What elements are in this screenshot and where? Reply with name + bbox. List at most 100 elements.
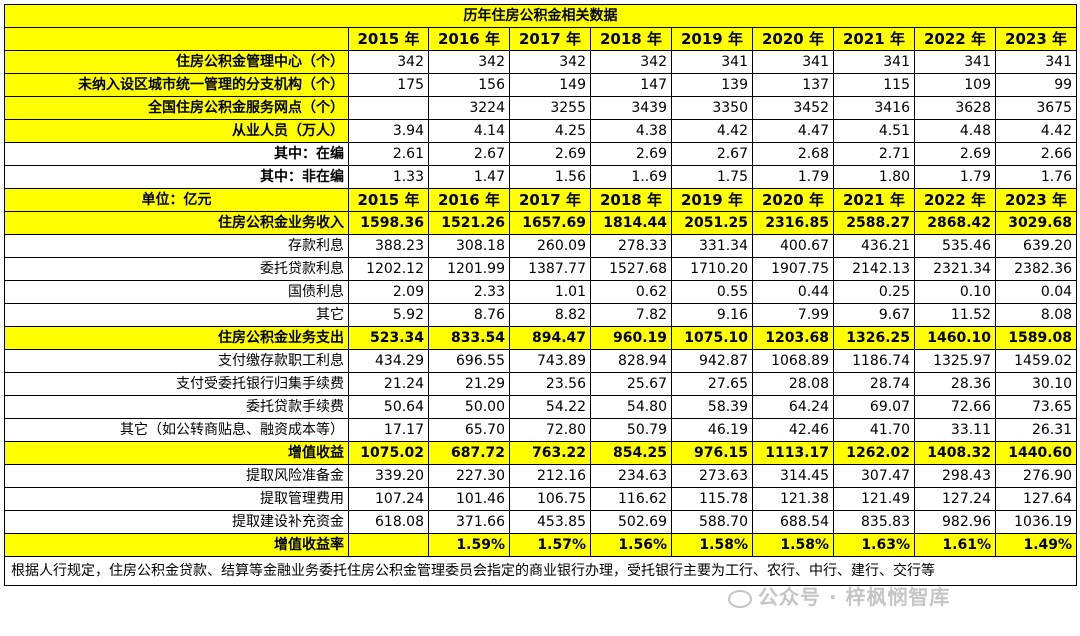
- row-label: 未纳入设区城市统一管理的分支机构（个）: [4, 73, 349, 97]
- value-cell: 50.64: [348, 395, 429, 419]
- value-cell: 3628: [914, 96, 996, 120]
- table-body: 历年住房公积金相关数据 2015 年 2016 年 2017 年 2018 年 2019…: [3, 4, 1078, 586]
- value-cell: 1075.10: [671, 326, 753, 350]
- value-cell: 639.20: [994, 234, 1078, 258]
- value-cell: 2.67: [671, 142, 753, 166]
- value-cell: 2.68: [752, 142, 834, 166]
- table-row: 全国住房公积金服务网点（个） 3224 3255 3439 3350 3452 3416 36…: [4, 96, 1078, 120]
- value-cell: 0.55: [671, 280, 753, 304]
- value-cell: 4.42: [671, 119, 753, 143]
- value-cell: 11.52: [914, 303, 996, 327]
- value-cell: 342: [428, 50, 510, 74]
- value-cell: 1527.68: [590, 257, 672, 281]
- year-header-cell: 2016 年: [428, 188, 510, 212]
- table-row: 支付缴存款职工利息 434.29 696.55 743.89 828.94 942.87 1…: [4, 349, 1078, 373]
- value-cell: 8.08: [994, 303, 1078, 327]
- value-cell: 1325.97: [914, 349, 996, 373]
- value-cell: 9.16: [671, 303, 753, 327]
- value-cell: 1.79: [752, 165, 834, 189]
- section2-header-row: 单位：亿元 2015 年 2016 年 2017 年 2018 年 2019 年 2020 …: [4, 188, 1078, 212]
- value-cell: 33.11: [914, 418, 996, 442]
- value-cell: 1.49%: [994, 533, 1078, 557]
- value-cell: 2382.36: [994, 257, 1078, 281]
- value-cell: 234.63: [590, 464, 672, 488]
- value-cell: 1408.32: [914, 441, 996, 465]
- value-cell: 1068.89: [752, 349, 834, 373]
- value-cell: 1262.02: [833, 441, 915, 465]
- value-cell: 227.30: [428, 464, 510, 488]
- table-row: 住房公积金管理中心（个） 342 342 342 342 341 341 341 341 341: [4, 50, 1078, 74]
- value-cell: 127.64: [994, 487, 1078, 511]
- year-header-cell: 2019 年: [671, 188, 753, 212]
- table-row: 其中：非在编 1.33 1.47 1.56 1..69 1.75 1.79 1.80 1.79 1…: [4, 165, 1078, 189]
- table-row: 国债利息 2.09 2.33 1.01 0.62 0.55 0.44 0.25 0.10 0.04: [4, 280, 1078, 304]
- value-cell: 1.56: [509, 165, 591, 189]
- value-cell: 960.19: [590, 326, 672, 350]
- value-cell: 7.82: [590, 303, 672, 327]
- year-header-cell: 2021 年: [833, 27, 915, 51]
- value-cell: 273.63: [671, 464, 753, 488]
- year-header-cell: 2022 年: [914, 27, 996, 51]
- year-header-cell: 2020 年: [752, 27, 834, 51]
- table-row: 其它（如公转商贴息、融资成本等） 17.17 65.70 72.80 50.79 46.1…: [4, 418, 1078, 442]
- value-cell: 523.34: [348, 326, 429, 350]
- value-cell: 687.72: [428, 441, 510, 465]
- value-cell: 72.66: [914, 395, 996, 419]
- row-label: 委托贷款手续费: [4, 395, 349, 419]
- value-cell: 73.65: [994, 395, 1078, 419]
- value-cell: 308.18: [428, 234, 510, 258]
- value-cell: 1075.02: [348, 441, 429, 465]
- value-cell: 1.80: [833, 165, 915, 189]
- wechat-icon: [728, 589, 752, 608]
- value-cell: 3224: [428, 96, 510, 120]
- value-cell: 127.24: [914, 487, 996, 511]
- page: 历年住房公积金相关数据 2015 年 2016 年 2017 年 2018 年 2019…: [0, 4, 1080, 636]
- value-cell: 1.01: [509, 280, 591, 304]
- value-cell: 4.25: [509, 119, 591, 143]
- value-cell: 21.29: [428, 372, 510, 396]
- row-label: 提取建设补充资金: [4, 510, 349, 534]
- year-header-cell: 2020 年: [752, 188, 834, 212]
- value-cell: 2.61: [348, 142, 429, 166]
- value-cell: 58.39: [671, 395, 753, 419]
- value-cell: 894.47: [509, 326, 591, 350]
- value-cell: 1907.75: [752, 257, 834, 281]
- year-header-cell: 2023 年: [994, 188, 1078, 212]
- value-cell: 763.22: [509, 441, 591, 465]
- value-cell: 1459.02: [994, 349, 1078, 373]
- table-row: 从业人员（万人） 3.94 4.14 4.25 4.38 4.42 4.47 4.51 4.48…: [4, 119, 1078, 143]
- value-cell: 26.31: [994, 418, 1078, 442]
- row-label: 住房公积金业务支出: [4, 326, 349, 350]
- table-row: 委托贷款手续费 50.64 50.00 54.22 54.80 58.39 64.24 69.…: [4, 395, 1078, 419]
- value-cell: 1113.17: [752, 441, 834, 465]
- value-cell: 107.24: [348, 487, 429, 511]
- row-label: 从业人员（万人）: [4, 119, 349, 143]
- value-cell: 1186.74: [833, 349, 915, 373]
- value-cell: 109: [914, 73, 996, 97]
- value-cell: 5.92: [348, 303, 429, 327]
- value-cell: 72.80: [509, 418, 591, 442]
- value-cell: 436.21: [833, 234, 915, 258]
- value-cell: 2.71: [833, 142, 915, 166]
- value-cell: 371.66: [428, 510, 510, 534]
- value-cell: 50.79: [590, 418, 672, 442]
- value-cell: 260.09: [509, 234, 591, 258]
- value-cell: 121.49: [833, 487, 915, 511]
- value-cell: 4.38: [590, 119, 672, 143]
- value-cell: 854.25: [590, 441, 672, 465]
- value-cell: 1.63%: [833, 533, 915, 557]
- value-cell: 65.70: [428, 418, 510, 442]
- value-cell: 688.54: [752, 510, 834, 534]
- value-cell: 9.67: [833, 303, 915, 327]
- value-cell: 156: [428, 73, 510, 97]
- value-cell: 1203.68: [752, 326, 834, 350]
- year-header-cell: 2021 年: [833, 188, 915, 212]
- value-cell: 2.09: [348, 280, 429, 304]
- value-cell: 1.59%: [428, 533, 510, 557]
- value-cell: 7.99: [752, 303, 834, 327]
- row-label: 委托贷款利息: [4, 257, 349, 281]
- row-label: 住房公积金业务收入: [4, 211, 349, 235]
- value-cell: 2.67: [428, 142, 510, 166]
- value-cell: 618.08: [348, 510, 429, 534]
- value-cell: 298.43: [914, 464, 996, 488]
